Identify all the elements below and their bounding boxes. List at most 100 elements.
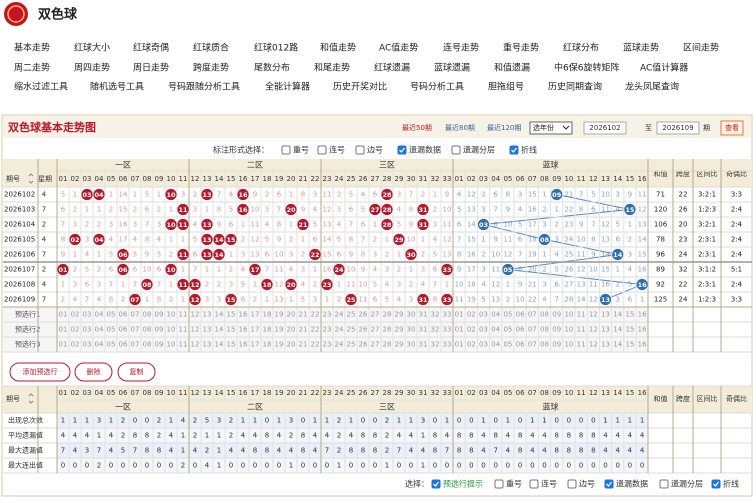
- nav-link[interactable]: 随机选号工具: [90, 81, 144, 93]
- nav-link[interactable]: 重号走势: [503, 42, 539, 54]
- view-button[interactable]: [720, 120, 744, 136]
- red-number: 31: [419, 389, 428, 397]
- nav-link[interactable]: 区间走势: [683, 42, 719, 54]
- summary-value: 0: [493, 417, 497, 425]
- omission-value: 10: [251, 206, 260, 214]
- omission-value: 13: [467, 206, 476, 214]
- nav-link[interactable]: AC值计算器: [640, 62, 688, 74]
- nav-link[interactable]: 红球分布: [563, 42, 599, 54]
- nav-link[interactable]: 红球大小: [74, 42, 110, 54]
- summary-value: 4: [109, 447, 114, 455]
- bottom-option-checkbox[interactable]: [431, 479, 441, 489]
- nav-link[interactable]: 尾数分布: [254, 62, 290, 74]
- nav-link[interactable]: 连号走势: [443, 42, 479, 54]
- bottom-option-checkbox[interactable]: [711, 479, 721, 489]
- red-ball-number: 04: [94, 191, 104, 199]
- nav-link[interactable]: 缩水过滤工具: [14, 81, 68, 93]
- to-input[interactable]: [656, 121, 700, 135]
- red-ball: [165, 188, 177, 201]
- nav-link[interactable]: 周四走势: [74, 62, 110, 74]
- red-ball-number: 21: [298, 221, 308, 229]
- red-number: 13: [203, 389, 212, 397]
- bottom-option-checkbox[interactable]: [567, 479, 577, 489]
- option-checkbox[interactable]: [317, 145, 327, 155]
- nav-link[interactable]: 全能计算器: [265, 81, 310, 93]
- omission-value: 3: [73, 221, 77, 229]
- nav-link[interactable]: 中6保6旋转矩阵: [554, 62, 619, 74]
- omission-value: 3: [421, 266, 425, 274]
- to-text: 2026109: [662, 124, 693, 132]
- red-ball-number: 04: [94, 236, 104, 244]
- predict-number: 27: [371, 326, 380, 334]
- red-ball-number: 07: [130, 296, 139, 304]
- red-number: 05: [107, 175, 116, 183]
- period-filter[interactable]: 最近120期: [487, 123, 521, 132]
- summary-value: 8: [567, 447, 571, 455]
- summary-value: 8: [301, 432, 305, 440]
- nav-link[interactable]: 跨度走势: [193, 62, 229, 74]
- red-number: 05: [107, 389, 116, 397]
- option-checkbox[interactable]: [509, 145, 519, 155]
- omission-value: 4: [229, 191, 234, 199]
- summary-value: 4: [615, 447, 620, 455]
- omission-value: 2: [97, 221, 101, 229]
- bottom-option-checkbox[interactable]: [494, 479, 504, 489]
- nav-link[interactable]: 红球遗漏: [374, 62, 410, 74]
- omission-value: 8: [157, 296, 161, 304]
- nav-link[interactable]: 历史开奖对比: [333, 81, 387, 93]
- action-button[interactable]: [9, 362, 71, 382]
- nav-link[interactable]: 红球奇偶: [133, 42, 169, 54]
- nav-link[interactable]: 周二走势: [14, 62, 50, 74]
- omission-value: 4: [397, 206, 402, 214]
- red-ball-number: 20: [286, 206, 296, 214]
- omission-value: 3: [85, 236, 89, 244]
- nav-link[interactable]: 红球质合: [193, 42, 229, 54]
- summary-value: 1: [409, 417, 413, 425]
- nav-link[interactable]: AC值走势: [379, 42, 418, 54]
- nav-link[interactable]: 蓝球走势: [623, 42, 659, 54]
- omission-value: 5: [615, 221, 619, 229]
- nav-link[interactable]: 龙头凤尾查询: [625, 81, 679, 93]
- nav-link[interactable]: 和值遗漏: [494, 62, 530, 74]
- bottom-option-checkbox[interactable]: [529, 479, 539, 489]
- option-checkbox[interactable]: [355, 145, 365, 155]
- option-checkbox-tick: [511, 147, 518, 153]
- option-checkbox[interactable]: [451, 145, 461, 155]
- predict-number: 09: [552, 341, 561, 349]
- action-button[interactable]: [74, 362, 113, 382]
- red-ball: [225, 293, 237, 306]
- nav-link[interactable]: 历史同期查询: [548, 81, 602, 93]
- omission-value: 9: [253, 191, 257, 199]
- summary-value: 1: [337, 462, 341, 470]
- option-checkbox[interactable]: [281, 145, 291, 155]
- nav-link[interactable]: 红球012路: [254, 42, 298, 54]
- bottom-option-label: 预选行提示: [443, 479, 483, 489]
- nav-link[interactable]: 周日走势: [133, 62, 169, 74]
- from-input[interactable]: [583, 121, 627, 135]
- summary-value: 4: [530, 432, 535, 440]
- option-checkbox[interactable]: [397, 145, 407, 155]
- nav-link[interactable]: 和值走势: [320, 42, 356, 54]
- year-select[interactable]: [529, 121, 573, 135]
- period-filter[interactable]: 最近50期: [402, 123, 432, 132]
- period-filter[interactable]: 最近80期: [445, 123, 475, 132]
- summary-value: 4: [193, 447, 198, 455]
- action-button[interactable]: [117, 362, 156, 382]
- omission-value: 7: [591, 221, 595, 229]
- bottom-option-checkbox[interactable]: [659, 479, 669, 489]
- nav-link[interactable]: 号码跟随分析工具: [168, 81, 240, 93]
- nav-link[interactable]: 胆拖组号: [488, 81, 524, 93]
- to-label: 至: [645, 124, 652, 132]
- summary-value: 0: [493, 462, 497, 470]
- nav-link[interactable]: 号码分析工具: [410, 81, 464, 93]
- nav-link[interactable]: 和尾走势: [314, 62, 350, 74]
- nav-link[interactable]: 蓝球遗漏: [434, 62, 470, 74]
- view-button-text: 查看: [725, 123, 739, 132]
- bottom-option-checkbox[interactable]: [604, 479, 614, 489]
- omission-value: 4: [157, 236, 162, 244]
- omission-value: 4: [518, 206, 523, 214]
- red-number: 10: [167, 175, 176, 183]
- summary-value: 0: [518, 417, 522, 425]
- nav-link[interactable]: 基本走势: [14, 42, 50, 54]
- bottom-option-label: 重号: [506, 479, 522, 489]
